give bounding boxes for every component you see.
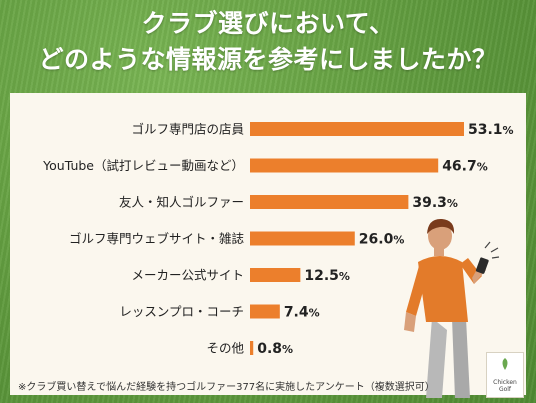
value-label: 46.7% bbox=[442, 159, 488, 175]
bar bbox=[250, 304, 280, 319]
category-label: 友人・知人ゴルファー bbox=[119, 195, 244, 210]
bar bbox=[250, 268, 301, 282]
value-label: 7.4% bbox=[284, 305, 320, 321]
chicken-golf-logo: Chicken Golf bbox=[486, 352, 524, 398]
bar bbox=[250, 195, 409, 209]
logo-line-1: Chicken bbox=[493, 379, 517, 386]
value-label: 39.3% bbox=[412, 195, 458, 211]
bar bbox=[250, 341, 254, 355]
category-label: YouTube（試打レビュー動画など） bbox=[42, 158, 244, 173]
page-title: クラブ選びにおいて、 どのような情報源を参考にしましたか？ bbox=[0, 6, 536, 78]
value-label: 53.1% bbox=[468, 122, 514, 138]
person-illustration bbox=[404, 218, 500, 398]
category-label: ゴルフ専門店の店員 bbox=[131, 122, 244, 137]
value-label: 26.0% bbox=[359, 232, 405, 248]
value-label: 0.8% bbox=[257, 341, 293, 357]
category-label: その他 bbox=[206, 341, 244, 356]
value-label: 12.5% bbox=[304, 268, 350, 284]
footnote: ※クラブ買い替えで悩んだ経験を持つゴルファー377名に実施したアンケート（複数選… bbox=[18, 382, 435, 393]
leaf-icon bbox=[502, 358, 508, 370]
category-label: レッスンプロ・コーチ bbox=[119, 304, 244, 319]
title-line-2: どのような情報源を参考にしましたか？ bbox=[38, 45, 498, 74]
category-label: メーカー公式サイト bbox=[131, 268, 244, 283]
title-line-1: クラブ選びにおいて、 bbox=[141, 9, 395, 38]
bar bbox=[250, 231, 355, 246]
logo-line-2: Golf bbox=[498, 386, 512, 393]
bar bbox=[250, 158, 439, 173]
category-label: ゴルフ専門ウェブサイト・雑誌 bbox=[69, 231, 245, 246]
bar bbox=[250, 122, 464, 136]
